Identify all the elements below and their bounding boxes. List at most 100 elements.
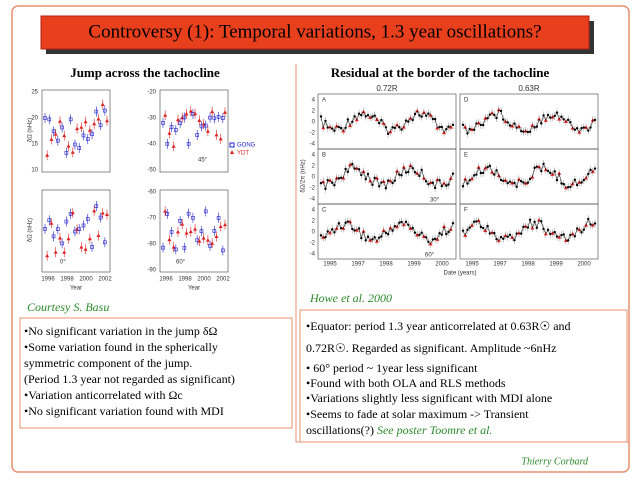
point xyxy=(96,117,101,121)
point xyxy=(193,227,198,231)
point xyxy=(73,142,77,147)
title: Controversy (1): Temporal variations, 1.… xyxy=(88,21,541,42)
legend-label: YDT xyxy=(237,151,249,157)
point xyxy=(182,245,187,250)
point xyxy=(201,236,206,240)
y-tick-label: 20 xyxy=(31,116,38,122)
point xyxy=(180,115,185,120)
y-tick-label: 0 xyxy=(312,230,316,236)
point xyxy=(348,219,353,224)
point xyxy=(105,212,109,217)
right-heading: Residual at the border of the tachocline xyxy=(331,65,550,80)
point xyxy=(197,118,202,122)
point xyxy=(165,141,170,146)
left-credit: Courtesy S. Basu xyxy=(27,300,109,314)
curve xyxy=(320,221,454,245)
left-box xyxy=(19,317,293,429)
y-tick-label: -80 xyxy=(147,242,156,248)
panel-label: 0° xyxy=(60,260,66,266)
point xyxy=(214,234,219,238)
y-tick-label: -4 xyxy=(310,197,316,203)
y-tick-label: -90 xyxy=(147,268,156,274)
point xyxy=(216,115,221,119)
point xyxy=(186,211,191,216)
x-tick-label: 1995 xyxy=(465,262,479,268)
point xyxy=(169,125,174,129)
point xyxy=(49,221,54,225)
point xyxy=(221,116,225,120)
point xyxy=(212,116,217,121)
panel-letter: D xyxy=(464,98,469,104)
point xyxy=(577,227,582,232)
point xyxy=(435,177,440,182)
point xyxy=(451,172,455,175)
point xyxy=(174,247,178,252)
point xyxy=(81,133,86,138)
point xyxy=(516,230,521,235)
y-tick-label: 4 xyxy=(312,153,316,159)
bullet-line: •No significant variation in the jump δΩ xyxy=(24,324,217,338)
point xyxy=(163,113,168,117)
point xyxy=(223,222,227,227)
y-tick-label: -20 xyxy=(147,90,156,96)
y-tick-label: 25 xyxy=(31,90,38,96)
point xyxy=(75,126,80,131)
point xyxy=(169,230,174,234)
bullet-line: • 60° period ~ 1year less significant xyxy=(306,361,478,375)
poster-link: See poster Toomre et al. xyxy=(377,423,492,437)
point xyxy=(188,229,193,234)
point xyxy=(60,125,64,130)
x-tick-label: 2002 xyxy=(216,277,230,283)
point xyxy=(205,129,210,133)
y-tick-label: 10 xyxy=(31,168,38,174)
point xyxy=(70,210,75,215)
x-tick-label: 1999 xyxy=(407,262,421,268)
y-tick-label: -4 xyxy=(310,142,316,148)
x-tick-label: 1996 xyxy=(159,277,173,283)
point xyxy=(161,245,165,250)
x-tick-label: 2000 xyxy=(197,277,211,283)
point xyxy=(79,245,84,249)
right-box xyxy=(299,309,628,443)
x-tick-label: 1998 xyxy=(379,262,393,268)
x-axis-label: Date (years) xyxy=(443,271,476,277)
point xyxy=(68,117,73,122)
point xyxy=(66,144,71,148)
last-line-text: oscillations(?) xyxy=(306,423,374,437)
bullet-line: (Period 1.3 year not regarded as signifi… xyxy=(24,372,235,386)
point xyxy=(201,121,206,126)
point xyxy=(47,117,52,122)
point xyxy=(47,218,52,223)
plot-panel xyxy=(159,189,229,273)
point xyxy=(221,248,225,253)
title-box xyxy=(40,15,590,50)
point xyxy=(186,141,191,146)
latitude-label: 60° xyxy=(425,253,435,259)
point xyxy=(100,102,105,107)
point xyxy=(90,132,94,136)
y-tick-label: -50 xyxy=(147,168,156,174)
point xyxy=(45,153,50,157)
point xyxy=(105,118,109,123)
point xyxy=(205,238,210,242)
panel-label: 60° xyxy=(176,260,186,266)
point xyxy=(90,245,94,249)
last-line: oscillations(?) See poster Toomre et al. xyxy=(306,423,492,437)
y-tick-label: 2 xyxy=(312,219,316,225)
column-label: 0.63R xyxy=(518,84,540,93)
latitude-label: 30° xyxy=(430,198,440,204)
point xyxy=(208,115,212,120)
y-tick-label: -2 xyxy=(310,186,316,192)
x-axis-label: Year xyxy=(70,286,82,292)
y-tick-label: 2 xyxy=(312,109,316,115)
point xyxy=(98,123,103,128)
point xyxy=(83,119,88,124)
y-tick-label: 15 xyxy=(31,142,38,148)
point xyxy=(180,222,185,226)
x-tick-label: 2002 xyxy=(98,277,112,283)
plot-panel xyxy=(317,203,457,260)
legend-label: GONG xyxy=(237,143,256,149)
point xyxy=(191,215,195,220)
bullet-line: •Seems to fade at solar maximum -> Trans… xyxy=(306,407,529,421)
point xyxy=(57,235,62,240)
